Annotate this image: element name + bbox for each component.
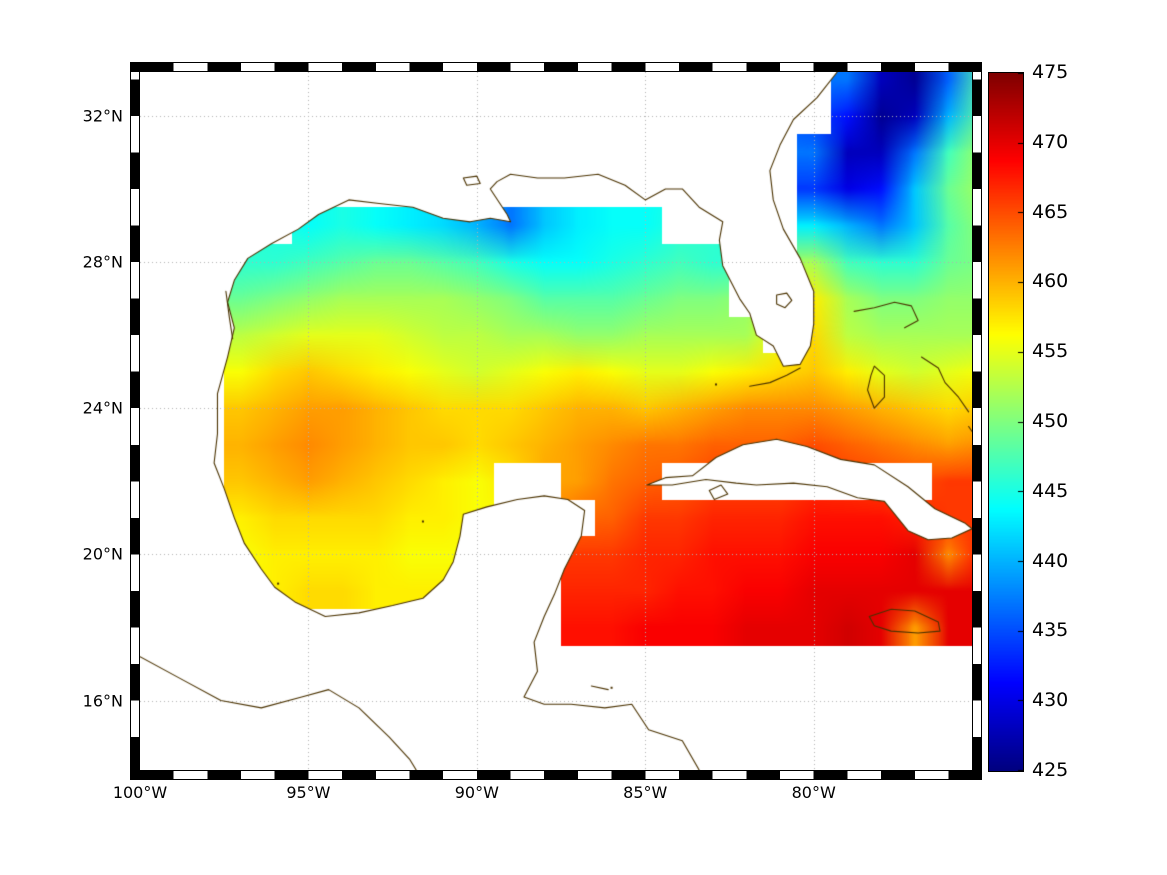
- frame-stripes-left: [131, 72, 140, 770]
- colorbar-tick-label: 425: [1032, 759, 1069, 781]
- colorbar-tick-label: 440: [1032, 549, 1069, 572]
- frame-corner-top-left: [131, 63, 140, 72]
- x-tick-label: 100°W: [112, 783, 168, 802]
- y-tick-label: 32°N: [82, 106, 123, 126]
- colorbar-tick-label: 435: [1032, 619, 1069, 642]
- frame-corner-bottom-left: [131, 770, 140, 779]
- map-plot-area: [140, 72, 972, 770]
- colorbar-canvas: [989, 73, 1023, 771]
- colorbar-tick-label: 465: [1032, 200, 1069, 223]
- y-tick-label: 20°N: [82, 544, 123, 564]
- colorbar-tick-label: 430: [1032, 689, 1069, 712]
- y-tick-label: 24°N: [82, 398, 123, 418]
- x-tick-label: 85°W: [623, 783, 668, 802]
- frame-corner-top-right: [972, 63, 981, 72]
- x-tick-label: 90°W: [454, 783, 499, 802]
- colorbar-tick-label: 445: [1032, 479, 1069, 502]
- colorbar-tick-label: 475: [1032, 61, 1069, 83]
- x-tick-label: 95°W: [286, 783, 331, 802]
- y-tick-label: 28°N: [82, 252, 123, 272]
- frame-stripes-bottom: [140, 770, 972, 779]
- colorbar-tick-label: 470: [1032, 130, 1069, 153]
- colorbar-tick-label: 455: [1032, 340, 1069, 363]
- frame-stripes-top: [140, 63, 972, 72]
- frame-corner-bottom-right: [972, 770, 981, 779]
- frame-stripes-right: [972, 72, 981, 770]
- colorbar: [988, 72, 1024, 772]
- x-tick-label: 80°W: [791, 783, 836, 802]
- y-tick-label: 16°N: [82, 691, 123, 711]
- colorbar-tick-label: 460: [1032, 270, 1069, 293]
- map-canvas: [140, 72, 972, 770]
- colorbar-tick-label: 450: [1032, 410, 1069, 432]
